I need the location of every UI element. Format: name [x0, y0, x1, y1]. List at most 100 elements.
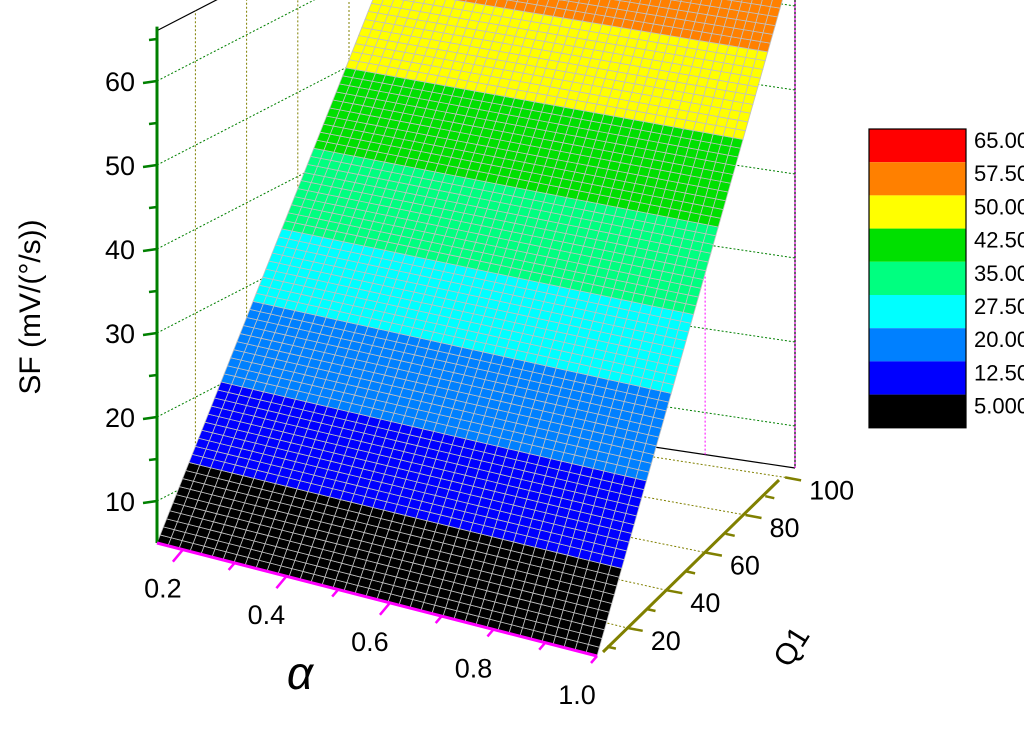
- surface-cell: [731, 0, 743, 3]
- y-tick-label: 20: [651, 626, 681, 656]
- surface-cell: [568, 0, 580, 4]
- legend-swatch: [869, 295, 966, 329]
- z-tick-label: 40: [105, 235, 135, 265]
- surface-cell: [760, 0, 773, 8]
- y-major-tick: [705, 551, 723, 557]
- x-major-tick: [171, 548, 184, 563]
- legend-label: 5.000: [974, 394, 1024, 419]
- surface-cell: [465, 0, 477, 4]
- surface-cell: [741, 0, 753, 4]
- axes: [155, 26, 781, 658]
- surface-cell: [422, 0, 436, 6]
- x-minor-tick: [434, 615, 443, 624]
- surface-cell: [690, 0, 703, 5]
- surface-cell: [619, 0, 631, 3]
- surface-cell: [680, 0, 692, 4]
- x-tick-label: 0.2: [144, 574, 182, 604]
- y-minor-tick: [606, 645, 617, 650]
- z-major-tick: [142, 331, 158, 337]
- surface-cell: [613, 0, 621, 2]
- legend-swatch: [869, 394, 966, 428]
- surface-cell: [484, 0, 498, 8]
- x-minor-tick: [331, 588, 340, 598]
- legend-swatch: [869, 328, 966, 362]
- legend-label: 35.00: [974, 261, 1024, 286]
- y-tick-label: 60: [730, 551, 760, 581]
- y-major-tick: [745, 513, 762, 520]
- z-major-tick: [142, 415, 158, 421]
- x-major-tick: [275, 575, 288, 590]
- z-major-tick: [142, 247, 158, 253]
- legend-swatch: [869, 195, 966, 229]
- surface-cell: [629, 0, 642, 5]
- z-minor-tick: [148, 289, 158, 294]
- z-minor-tick: [148, 37, 158, 42]
- surface-cell: [597, 0, 611, 8]
- y-axis-line: [601, 478, 781, 654]
- legend-label: 57.50: [974, 161, 1024, 186]
- y-tick-label: 40: [690, 588, 720, 618]
- y-minor-tick: [685, 570, 696, 575]
- y-minor-tick: [646, 607, 656, 613]
- surface-cell: [516, 0, 529, 4]
- x-tick-label: 0.6: [351, 627, 389, 657]
- z-tick-label: 10: [105, 487, 135, 517]
- z-tick-label: 30: [105, 319, 135, 349]
- surface-cell: [699, 0, 713, 7]
- z-tick-label: 50: [105, 151, 135, 181]
- surface-cell: [750, 0, 763, 6]
- surface-cell: [536, 0, 550, 7]
- surface-cell: [587, 0, 601, 7]
- legend-label: 65.00: [974, 128, 1024, 153]
- surface-cell: [474, 0, 488, 6]
- y-major-tick: [784, 476, 802, 482]
- legend-label: 42.50: [974, 228, 1024, 253]
- surface-cell: [545, 0, 560, 9]
- y-minor-tick: [765, 494, 775, 500]
- legend-swatch: [869, 261, 966, 295]
- surface-cell: [526, 0, 539, 6]
- z-major-tick: [142, 163, 158, 169]
- x-minor-tick: [227, 562, 236, 571]
- surface-cell: [658, 0, 672, 9]
- z-minor-tick: [148, 205, 158, 210]
- x-axis-line: [156, 541, 598, 658]
- legend-label: 20.00: [974, 327, 1024, 352]
- surface-cell: [413, 0, 426, 4]
- legend-label: 27.50: [974, 294, 1024, 319]
- z-tick-label: 20: [105, 403, 135, 433]
- y-major-tick: [626, 626, 643, 633]
- surface-cell: [455, 0, 467, 3]
- legend-border: [868, 128, 967, 429]
- surface-cell: [506, 0, 519, 2]
- z-major-tick: [142, 79, 158, 85]
- back-top-edge: [156, 0, 218, 32]
- x-tick-label: 0.8: [455, 653, 493, 683]
- legend-label: 12.50: [974, 360, 1024, 385]
- legend-swatch: [869, 361, 966, 395]
- surface-cell: [432, 0, 446, 8]
- surface-cell: [370, 0, 384, 6]
- surface-cell: [559, 0, 570, 2]
- x-minor-tick: [486, 628, 495, 638]
- x-tick-label: 0.4: [248, 600, 286, 630]
- legend-label: 50.00: [974, 194, 1024, 219]
- surface-cell: [648, 0, 662, 8]
- surface-cell: [380, 0, 394, 8]
- y-tick-label: 80: [770, 513, 800, 543]
- z-tick-label: 60: [105, 67, 135, 97]
- surface-cell: [494, 0, 508, 9]
- x-minor-tick: [538, 641, 547, 651]
- x-tick-label: 1.0: [558, 680, 596, 710]
- surface-cell: [638, 0, 652, 6]
- surface-cell: [709, 0, 723, 9]
- surface-cell: [577, 0, 591, 5]
- surface-cell: [670, 0, 682, 2]
- surface: [156, 0, 783, 657]
- legend-swatch: [869, 129, 966, 163]
- y-major-tick: [666, 588, 683, 595]
- x-minor-tick: [590, 655, 598, 664]
- surface-cell: [769, 0, 783, 9]
- legend-swatch: [869, 162, 966, 196]
